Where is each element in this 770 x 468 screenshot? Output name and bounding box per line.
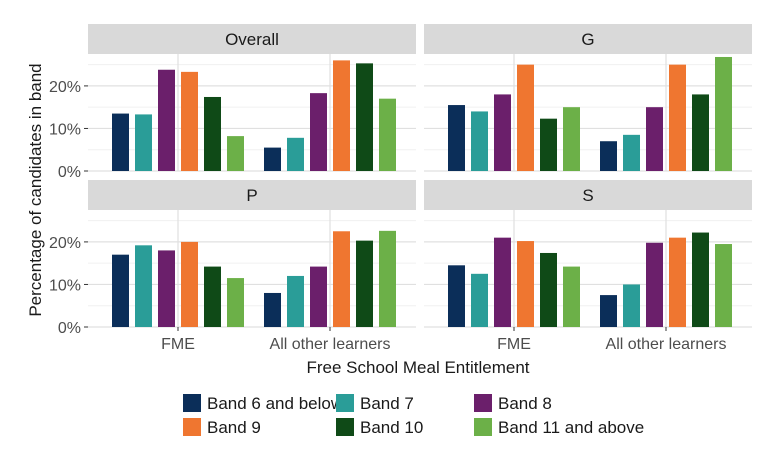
bar-s-1-4	[692, 232, 709, 327]
y-tick-label: 20%	[49, 79, 81, 96]
legend-item: Band 10	[336, 418, 423, 437]
bar-p-1-2	[310, 266, 327, 327]
bar-overall-0-4	[204, 96, 221, 171]
legend-swatch	[336, 418, 354, 436]
bar-g-1-0	[600, 141, 617, 171]
legend-item: Band 11 and above	[474, 418, 644, 437]
bar-overall-1-2	[310, 93, 327, 171]
legend-item: Band 6 and below	[183, 394, 344, 413]
y-tick-label: 20%	[49, 235, 81, 252]
bar-p-1-1	[287, 275, 304, 327]
bar-g-1-3	[669, 64, 686, 171]
y-tick-label: 0%	[58, 164, 81, 181]
bar-s-0-3	[517, 241, 534, 327]
bar-s-1-0	[600, 295, 617, 327]
panel-p: P 0% 10% 20% FME All other learners	[49, 180, 416, 353]
bar-g-1-1	[623, 134, 640, 171]
bar-overall-1-4	[356, 63, 373, 171]
bar-g-0-3	[517, 64, 534, 171]
bar-overall-0-0	[112, 113, 129, 171]
chart-panels: Overall 0% 10% 20% G P 0% 10% 20% FME All other le…	[49, 24, 752, 353]
panel-strip	[88, 180, 416, 210]
bar-s-0-4	[540, 252, 557, 327]
legend-swatch	[183, 418, 201, 436]
bar-p-0-1	[135, 245, 152, 327]
bar-g-0-0	[448, 105, 465, 171]
bar-overall-1-1	[287, 137, 304, 171]
bar-g-0-5	[563, 107, 580, 171]
legend-swatch	[183, 394, 201, 412]
bar-s-0-2	[494, 237, 511, 327]
legend-swatch	[474, 418, 492, 436]
legend-label: Band 8	[498, 394, 552, 413]
bar-p-1-3	[333, 231, 350, 327]
bar-p-1-4	[356, 240, 373, 327]
bar-g-1-2	[646, 107, 663, 171]
bar-p-0-4	[204, 266, 221, 327]
legend-swatch	[474, 394, 492, 412]
panel-strip	[88, 24, 416, 54]
panel-g: G	[424, 24, 752, 172]
bar-overall-1-3	[333, 60, 350, 171]
chart-legend: Band 6 and below Band 7 Band 8 Band 9 Band 1…	[183, 394, 644, 437]
bar-overall-0-3	[181, 71, 198, 171]
panel-title: P	[246, 186, 257, 205]
bar-s-1-1	[623, 284, 640, 327]
bar-g-0-1	[471, 111, 488, 171]
legend-item: Band 9	[183, 418, 261, 437]
legend-swatch	[336, 394, 354, 412]
bar-g-0-2	[494, 94, 511, 171]
panel-strip	[424, 180, 752, 210]
bar-overall-1-5	[379, 98, 396, 171]
bar-s-1-2	[646, 242, 663, 327]
legend-label: Band 10	[360, 418, 423, 437]
bar-p-1-5	[379, 230, 396, 327]
y-tick-label: 10%	[49, 277, 81, 294]
bar-s-1-3	[669, 237, 686, 327]
y-axis-title: Percentage of candidates in band	[26, 63, 45, 316]
legend-label: Band 6 and below	[207, 394, 344, 413]
bar-p-1-0	[264, 292, 281, 327]
x-tick-label: All other learners	[270, 336, 391, 353]
bar-overall-0-2	[158, 69, 175, 171]
bar-p-0-0	[112, 254, 129, 327]
x-tick-label: FME	[497, 336, 531, 353]
bar-g-1-5	[715, 56, 732, 171]
bar-s-0-5	[563, 266, 580, 327]
bar-s-0-0	[448, 265, 465, 327]
x-axis-title: Free School Meal Entitlement	[307, 358, 530, 377]
panel-title: G	[581, 30, 594, 49]
legend-label: Band 7	[360, 394, 414, 413]
bar-s-1-5	[715, 244, 732, 327]
panel-overall: Overall 0% 10% 20%	[49, 24, 416, 181]
legend-label: Band 9	[207, 418, 261, 437]
bar-s-0-1	[471, 273, 488, 327]
bar-g-1-4	[692, 94, 709, 171]
bar-overall-0-1	[135, 114, 152, 171]
x-tick-label: All other learners	[606, 336, 727, 353]
panel-title: S	[582, 186, 593, 205]
panel-s: S FME All other learners	[424, 180, 752, 353]
bar-p-0-3	[181, 241, 198, 327]
y-tick-label: 10%	[49, 121, 81, 138]
legend-item: Band 8	[474, 394, 552, 413]
bar-overall-1-0	[264, 147, 281, 171]
y-tick-label: 0%	[58, 320, 81, 337]
bar-overall-0-5	[227, 136, 244, 171]
panel-title: Overall	[225, 30, 279, 49]
bar-p-0-2	[158, 250, 175, 327]
bar-p-0-5	[227, 278, 244, 327]
legend-label: Band 11 and above	[498, 418, 644, 437]
x-tick-label: FME	[161, 336, 195, 353]
panel-strip	[424, 24, 752, 54]
legend-item: Band 7	[336, 394, 414, 413]
bar-g-0-4	[540, 118, 557, 171]
